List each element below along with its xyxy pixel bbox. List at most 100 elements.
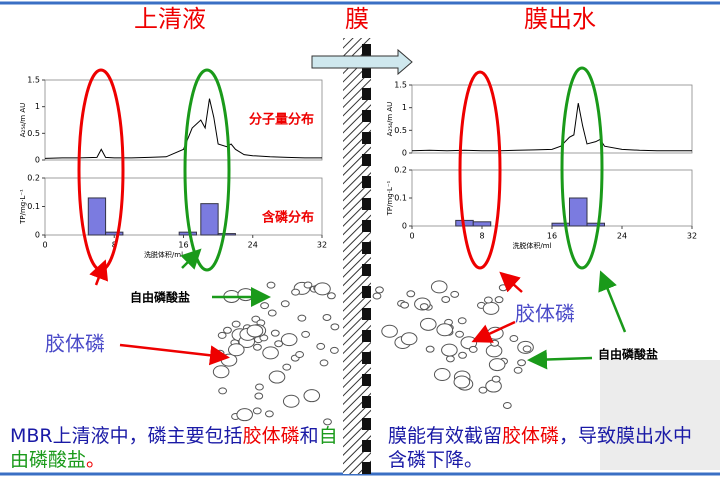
particle — [212, 365, 230, 379]
particle — [303, 389, 321, 403]
particle — [262, 346, 279, 360]
particle — [228, 343, 245, 357]
y-tick-label: 1.5 — [394, 81, 407, 90]
particle — [478, 386, 488, 394]
pore — [362, 110, 371, 122]
plot-frame — [44, 79, 323, 161]
particle — [327, 292, 336, 300]
particle — [491, 375, 501, 383]
title-middle: 膜 — [345, 5, 369, 33]
particle — [217, 331, 227, 339]
particle — [322, 313, 332, 321]
particle — [246, 324, 264, 338]
particle — [280, 300, 290, 308]
particle — [237, 288, 254, 302]
y-tick-label: 1 — [402, 103, 407, 112]
x-axis-label: 洗脱体积/ml — [512, 241, 551, 250]
caption-text: 。 — [86, 449, 106, 471]
particle — [450, 290, 460, 298]
chart-annotation: 分子量分布 — [249, 112, 314, 128]
particle — [485, 344, 503, 358]
particle — [316, 342, 326, 350]
x-tick-label: 16 — [547, 232, 557, 241]
x-axis-label: 洗脱体积/ml — [144, 250, 183, 259]
building-bg — [600, 360, 720, 470]
particle — [445, 355, 455, 363]
particle — [266, 281, 276, 289]
particle — [260, 302, 269, 310]
particle — [314, 282, 331, 296]
particle — [455, 330, 464, 338]
particle — [236, 408, 253, 422]
pore — [362, 198, 371, 210]
y-axis-label: TP/mg·L⁻¹ — [19, 189, 27, 225]
x-tick-label: 24 — [248, 241, 258, 250]
label: 自由磷酸盐 — [130, 290, 190, 305]
caption-text: MBR上清液中，磷主要包括 — [10, 425, 243, 447]
particle — [223, 326, 232, 334]
title-right: 膜出水 — [524, 5, 596, 33]
particle — [375, 286, 384, 294]
label: 胶体磷 — [45, 332, 105, 356]
particle — [436, 323, 454, 337]
pore — [362, 462, 371, 474]
particle — [280, 333, 298, 347]
ellipse — [458, 70, 502, 270]
membrane — [343, 38, 371, 474]
pore — [362, 396, 371, 408]
chart-annotation: 含磷分布 — [261, 210, 314, 226]
caption-text: 膜能有效截留 — [388, 425, 503, 447]
particle — [297, 314, 307, 322]
x-tick-label: 24 — [617, 232, 627, 241]
particle — [509, 335, 519, 343]
pore — [362, 374, 371, 386]
particle — [270, 329, 280, 337]
particle — [400, 332, 418, 346]
line — [44, 98, 322, 159]
bar — [178, 231, 197, 236]
particle — [255, 383, 264, 391]
line — [411, 103, 692, 152]
particle — [323, 418, 332, 426]
y-tick-label: 0 — [402, 222, 407, 231]
x-tick-label: 32 — [317, 241, 327, 250]
pore — [362, 286, 371, 298]
particle — [482, 301, 500, 315]
particle — [381, 324, 398, 338]
particle — [425, 345, 435, 353]
bar — [200, 203, 219, 236]
particle — [291, 288, 300, 296]
pore — [362, 330, 371, 342]
pore — [362, 220, 371, 232]
particles — [212, 280, 534, 426]
x-tick-label: 8 — [479, 232, 484, 241]
y-tick-label: 0.5 — [27, 129, 40, 138]
particle — [468, 345, 478, 353]
plot-frame — [44, 177, 323, 236]
pore — [362, 242, 371, 254]
pore — [362, 308, 371, 320]
particle — [441, 295, 451, 303]
x-tick-label: 32 — [687, 232, 697, 241]
particle — [441, 343, 458, 357]
caption-text: 胶体磷 — [242, 425, 300, 447]
caption-text: 自由磷酸盐 — [10, 425, 338, 471]
caption-text: 胶体磷 — [502, 425, 560, 447]
particle — [268, 370, 286, 384]
pore — [362, 418, 371, 430]
ellipse — [560, 66, 604, 270]
y-tick-label: 0 — [35, 231, 40, 240]
particle — [419, 317, 437, 331]
particle — [264, 410, 274, 418]
label: 胶体磷 — [515, 302, 575, 326]
pore — [362, 264, 371, 276]
particle — [433, 367, 451, 381]
y-axis-label: A₂₅₄/m AU — [19, 103, 27, 138]
label: 自由磷酸盐 — [598, 347, 658, 362]
bar — [105, 231, 124, 236]
particle — [522, 345, 532, 353]
y-axis-label: TP/mg·L⁻¹ — [386, 180, 394, 216]
particle — [494, 296, 504, 304]
